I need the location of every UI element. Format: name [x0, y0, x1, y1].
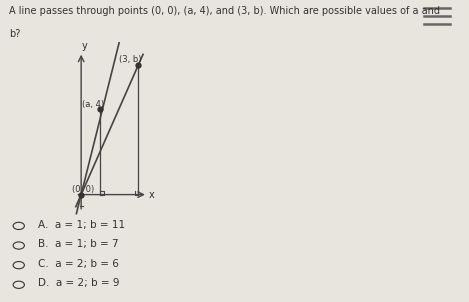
- Text: A.  a = 1; b = 11: A. a = 1; b = 11: [38, 220, 125, 230]
- Text: (3, b): (3, b): [119, 55, 142, 64]
- Text: C.  a = 2; b = 6: C. a = 2; b = 6: [38, 259, 118, 269]
- Text: A line passes through points (0, 0), (a, 4), and (3, b). Which are possible valu: A line passes through points (0, 0), (a,…: [9, 6, 440, 16]
- Text: B.  a = 1; b = 7: B. a = 1; b = 7: [38, 239, 118, 249]
- Text: D.  a = 2; b = 9: D. a = 2; b = 9: [38, 278, 119, 288]
- Text: b?: b?: [9, 29, 21, 39]
- Text: y: y: [82, 41, 88, 51]
- Text: x: x: [149, 190, 154, 200]
- Text: (a, 4): (a, 4): [82, 100, 104, 109]
- Text: (0, 0): (0, 0): [72, 185, 94, 194]
